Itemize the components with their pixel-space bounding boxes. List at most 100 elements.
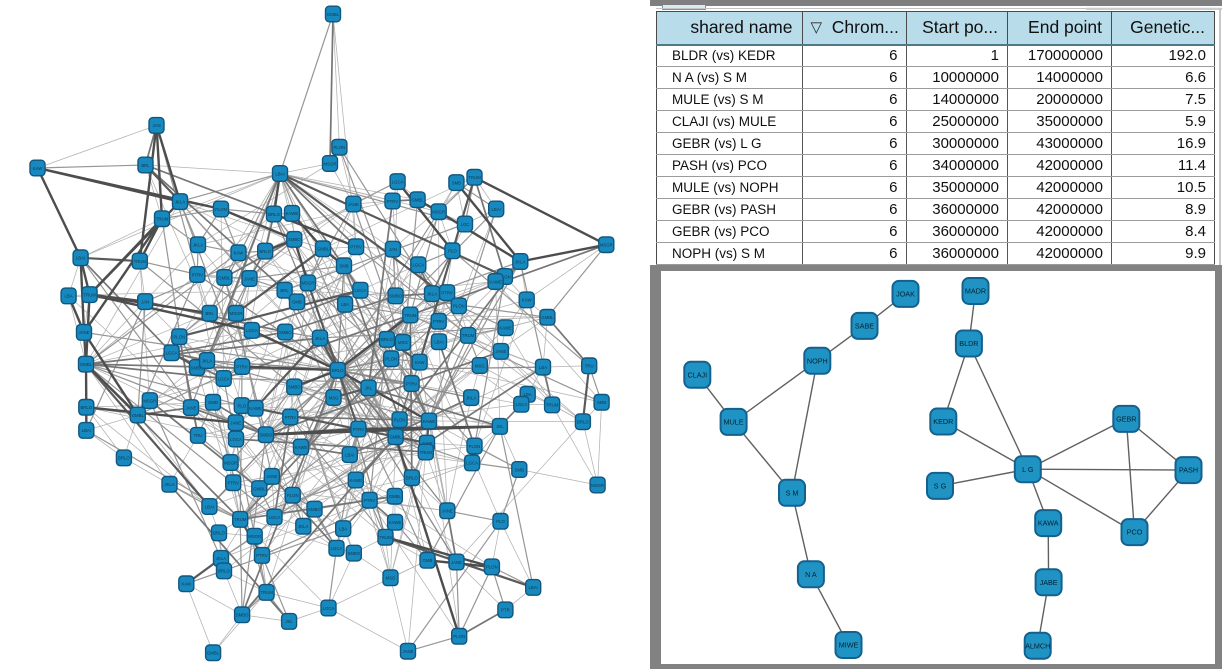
svg-text:PLON: PLON: [173, 335, 185, 340]
svg-text:PLO: PLO: [448, 249, 457, 254]
svg-text:BRLO: BRLO: [332, 368, 344, 373]
svg-text:KAWA: KAWA: [1037, 518, 1058, 527]
svg-text:TRU: TRU: [194, 433, 203, 438]
svg-text:JANE: JANE: [442, 509, 453, 514]
svg-text:GMBL: GMBL: [412, 198, 425, 203]
svg-text:MSGR: MSGR: [600, 243, 613, 248]
svg-text:MSGR: MSGR: [143, 398, 156, 403]
svg-text:SABE: SABE: [854, 321, 873, 330]
svg-text:CLAJI: CLAJI: [687, 370, 707, 379]
svg-text:LBAI: LBAI: [434, 340, 443, 345]
svg-text:S G: S G: [933, 481, 946, 490]
svg-text:MIWE: MIWE: [838, 640, 858, 649]
svg-text:GMBL: GMBL: [253, 486, 266, 491]
svg-text:L G: L G: [1022, 464, 1034, 473]
svg-text:MSG: MSG: [398, 340, 408, 345]
svg-text:JKLA: JKLA: [315, 336, 325, 341]
svg-text:TRUM: TRUM: [134, 259, 147, 264]
svg-text:GMB: GMB: [423, 558, 433, 563]
svg-text:MSGR: MSGR: [302, 281, 315, 286]
svg-text:PTR: PTR: [501, 608, 510, 613]
svg-text:GMBL: GMBL: [218, 275, 231, 280]
svg-text:JOAK: JOAK: [896, 289, 915, 298]
svg-text:BRL: BRL: [141, 163, 150, 168]
svg-text:JANE: JANE: [186, 405, 197, 410]
svg-text:GMBL: GMBL: [327, 12, 340, 17]
svg-text:LGCA: LGCA: [466, 461, 478, 466]
svg-text:TRUM: TRUM: [462, 333, 475, 338]
svg-text:LBAI: LBAI: [345, 452, 354, 457]
svg-text:JANE: JANE: [348, 202, 359, 207]
svg-text:JKLA: JKLA: [427, 291, 437, 296]
svg-text:JAN: JAN: [141, 299, 149, 304]
svg-text:KAWE: KAWE: [249, 406, 262, 411]
svg-text:PTRV: PTRV: [192, 272, 204, 277]
svg-text:PLO: PLO: [237, 403, 246, 408]
svg-text:SMB: SMB: [597, 400, 606, 405]
svg-text:LGCA: LGCA: [412, 263, 424, 268]
svg-text:PCO: PCO: [1126, 527, 1142, 536]
svg-text:GMB: GMB: [292, 300, 302, 305]
svg-text:SMBO: SMBO: [279, 330, 292, 335]
svg-text:KAWE: KAWE: [499, 326, 512, 331]
svg-text:GMBL: GMBL: [541, 315, 554, 320]
svg-text:LBAI: LBAI: [492, 207, 501, 212]
svg-text:PTRV: PTRV: [228, 481, 240, 486]
svg-text:GMBL: GMBL: [132, 413, 145, 418]
svg-text:PLON: PLON: [499, 274, 511, 279]
svg-text:PTRV: PTRV: [236, 364, 248, 369]
svg-text:KAWE: KAWE: [489, 279, 502, 284]
svg-text:SMBO: SMBO: [191, 365, 204, 370]
svg-text:KAWE: KAWE: [423, 419, 436, 424]
svg-text:LBAI: LBAI: [76, 256, 85, 261]
svg-text:SMBO: SMBO: [288, 385, 301, 390]
svg-text:GMBL: GMBL: [389, 494, 402, 499]
svg-text:BRLO: BRLO: [218, 569, 230, 574]
svg-text:PLO: PLO: [496, 519, 505, 524]
svg-text:PTRV: PTRV: [433, 319, 445, 324]
svg-text:MSGR: MSGR: [248, 534, 261, 539]
svg-text:GMBL: GMBL: [390, 435, 403, 440]
svg-text:BRL: BRL: [206, 311, 215, 316]
svg-text:JABE: JABE: [1039, 577, 1057, 586]
svg-text:JKLA: JKLA: [202, 358, 212, 363]
svg-text:MSGR: MSGR: [224, 460, 237, 465]
svg-text:JANE: JANE: [266, 474, 277, 479]
svg-text:NOPH: NOPH: [806, 356, 827, 365]
svg-text:KAWE: KAWE: [389, 520, 402, 525]
svg-text:MSGR: MSGR: [591, 483, 604, 488]
svg-text:JANE: JANE: [422, 441, 433, 446]
svg-text:JKLA: JKLA: [193, 243, 203, 248]
svg-text:PTRV: PTRV: [350, 245, 362, 250]
svg-text:JKL: JKL: [285, 619, 293, 624]
svg-text:TRUM: TRUM: [379, 535, 392, 540]
svg-text:JKLA: JKLA: [466, 395, 476, 400]
svg-text:MULE: MULE: [723, 417, 743, 426]
svg-text:LGCA: LGCA: [218, 376, 230, 381]
svg-text:JKLA: JKLA: [515, 259, 525, 264]
svg-text:PLON: PLON: [215, 207, 227, 212]
svg-text:KAW: KAW: [181, 582, 192, 587]
svg-text:GMBL: GMBL: [317, 247, 330, 252]
svg-text:TRUM: TRUM: [156, 217, 169, 222]
svg-text:MSGR: MSGR: [324, 161, 337, 166]
svg-text:KAWE: KAWE: [286, 211, 299, 216]
svg-text:BRLO: BRLO: [406, 476, 418, 481]
svg-text:TRUM: TRUM: [260, 590, 273, 595]
svg-text:LGCA: LGCA: [230, 437, 242, 442]
svg-text:PLON: PLON: [486, 565, 498, 570]
svg-text:JKL: JKL: [365, 386, 373, 391]
svg-text:JKLA: JKLA: [175, 199, 185, 204]
svg-text:N A: N A: [805, 569, 817, 578]
svg-text:LGCA: LGCA: [323, 606, 335, 611]
svg-text:BRL: BRL: [280, 288, 289, 293]
svg-text:PTRV: PTRV: [387, 199, 399, 204]
svg-text:PLON: PLON: [469, 444, 481, 449]
svg-text:BLDR: BLDR: [959, 339, 978, 348]
svg-text:LBA: LBA: [341, 302, 349, 307]
svg-text:PLON: PLON: [334, 145, 346, 150]
svg-text:LBA: LBA: [524, 392, 532, 397]
svg-text:GMBL: GMBL: [207, 651, 220, 656]
svg-text:LGCA: LGCA: [269, 515, 281, 520]
svg-text:PTRV: PTRV: [353, 427, 365, 432]
